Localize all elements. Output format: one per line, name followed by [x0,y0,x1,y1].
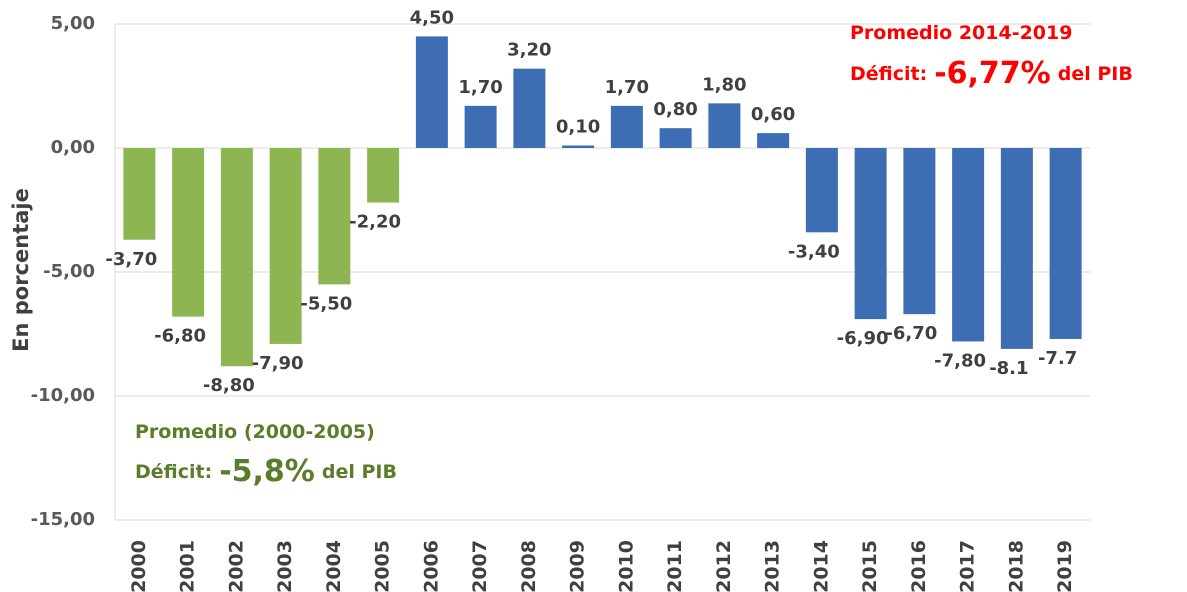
y-tick-label: 0,00 [51,137,95,158]
y-tick-label: 5,00 [51,13,95,34]
bar [660,128,692,148]
value-label: 1,70 [605,77,649,98]
value-label: 0,10 [556,117,600,138]
bar [1001,148,1033,349]
x-tick-label: 2012 [713,540,735,592]
value-label: -3,40 [788,241,840,262]
bar [416,36,448,148]
annotation-part: -6,77% [934,56,1051,91]
bar [513,69,545,148]
x-tick-label: 2011 [664,540,686,592]
x-tick-label: 2014 [810,540,832,592]
bar [562,146,594,148]
y-tick-label: -15,00 [31,509,95,530]
value-label: -2,20 [349,212,401,233]
annotation-part: Promedio 2014-2019 [850,22,1072,44]
x-tick-label: 2010 [615,540,637,592]
value-label: 1,80 [702,74,746,95]
bar [172,148,204,317]
bar [708,103,740,148]
bar [123,148,155,240]
x-tick-label: 2005 [372,540,394,592]
x-tick-label: 2013 [762,540,784,592]
x-tick-label: 2018 [1005,540,1027,592]
annotation: Promedio 2014-2019 [850,22,1072,44]
x-tick-label: 2002 [225,540,247,592]
value-label: -8.1 [989,358,1028,379]
annotation-part: -5,8% [219,454,315,489]
x-tick-label: 2004 [323,540,345,592]
annotation-part: Déficit: [850,63,927,85]
x-tick-label: 2007 [469,540,491,592]
y-tick-label: -10,00 [31,385,95,406]
y-tick-label: -5,00 [43,261,95,282]
bar [1050,148,1082,339]
value-label: 1,70 [458,77,502,98]
x-tick-label: 2019 [1054,540,1076,592]
x-tick-label: 2009 [567,540,589,592]
value-label: -5,50 [300,293,352,314]
value-label: 4,50 [410,7,454,28]
chart: En porcentaje -15,00 -10,00 -5,00 0,00 5,00 2… [0,0,1187,592]
bar [367,148,399,203]
value-label: -6,90 [837,328,889,349]
bar [952,148,984,341]
x-tick-label: 2001 [177,540,199,592]
value-label: -7,80 [934,350,986,371]
annotation-part: Promedio (2000-2005) [135,421,375,443]
annotation-part: del PIB [322,461,397,483]
annotation: Déficit: -5,8% del PIB [135,454,397,489]
bar [855,148,887,319]
bar [318,148,350,284]
bar [903,148,935,314]
annotation-part: Déficit: [135,461,212,483]
bar [465,106,497,148]
bar [806,148,838,232]
value-label: -6,70 [885,323,937,344]
annotation-part: del PIB [1058,63,1133,85]
y-axis-label: En porcentaje [9,188,33,352]
annotation: Promedio (2000-2005) [135,421,375,443]
x-tick-label: 2003 [274,540,296,592]
value-label: -7,90 [252,353,304,374]
value-label: -6,80 [154,326,206,347]
x-tick-label: 2015 [859,540,881,592]
x-tick-label: 2016 [908,540,930,592]
x-tick-label: 2008 [518,540,540,592]
bar [757,133,789,148]
value-label: 0,80 [653,99,697,120]
value-label: 3,20 [507,40,551,61]
annotation: Déficit: -6,77% del PIB [850,56,1133,91]
value-label: -8,80 [203,375,255,396]
x-tick-label: 2006 [420,540,442,592]
bar [221,148,253,366]
value-label: -3,70 [105,249,157,270]
x-tick-label: 2000 [128,540,150,592]
bar [270,148,302,344]
value-label: 0,60 [751,104,795,125]
x-tick-label: 2017 [957,540,979,592]
bar [611,106,643,148]
value-label: -7.7 [1038,348,1077,369]
